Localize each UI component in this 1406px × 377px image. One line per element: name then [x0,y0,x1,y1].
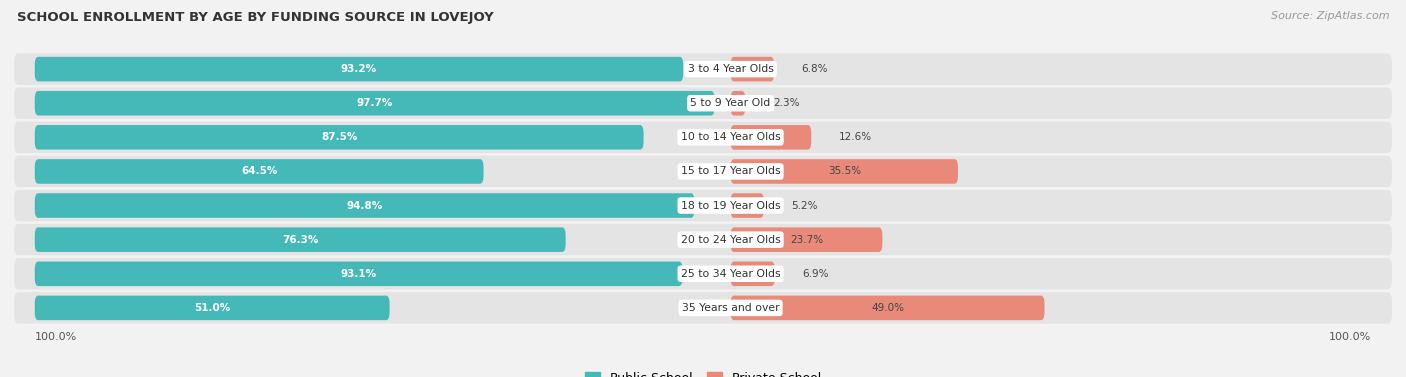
Text: 35.5%: 35.5% [828,166,860,176]
FancyBboxPatch shape [35,91,714,115]
FancyBboxPatch shape [14,122,1392,153]
FancyBboxPatch shape [731,91,745,115]
Text: 93.2%: 93.2% [340,64,377,74]
Text: 51.0%: 51.0% [194,303,231,313]
Text: Source: ZipAtlas.com: Source: ZipAtlas.com [1271,11,1389,21]
Text: 6.9%: 6.9% [803,269,828,279]
Text: 18 to 19 Year Olds: 18 to 19 Year Olds [681,201,780,211]
Text: 25 to 34 Year Olds: 25 to 34 Year Olds [681,269,780,279]
FancyBboxPatch shape [14,292,1392,323]
Text: 5.2%: 5.2% [792,201,818,211]
FancyBboxPatch shape [35,159,484,184]
FancyBboxPatch shape [731,296,1045,320]
FancyBboxPatch shape [14,224,1392,255]
Text: 87.5%: 87.5% [321,132,357,143]
Text: 94.8%: 94.8% [346,201,382,211]
FancyBboxPatch shape [35,296,389,320]
Text: 15 to 17 Year Olds: 15 to 17 Year Olds [681,166,780,176]
Text: 97.7%: 97.7% [357,98,392,108]
FancyBboxPatch shape [731,227,883,252]
Text: 23.7%: 23.7% [790,234,823,245]
Text: 5 to 9 Year Old: 5 to 9 Year Old [690,98,770,108]
Text: 6.8%: 6.8% [801,64,828,74]
FancyBboxPatch shape [731,57,775,81]
FancyBboxPatch shape [35,262,682,286]
FancyBboxPatch shape [731,193,763,218]
Text: 64.5%: 64.5% [240,166,277,176]
Text: 49.0%: 49.0% [872,303,904,313]
FancyBboxPatch shape [14,87,1392,119]
FancyBboxPatch shape [35,57,683,81]
Text: 10 to 14 Year Olds: 10 to 14 Year Olds [681,132,780,143]
Text: 100.0%: 100.0% [1329,332,1371,342]
Legend: Public School, Private School: Public School, Private School [581,368,825,377]
FancyBboxPatch shape [731,125,811,150]
FancyBboxPatch shape [14,54,1392,85]
Text: 20 to 24 Year Olds: 20 to 24 Year Olds [681,234,780,245]
FancyBboxPatch shape [14,156,1392,187]
FancyBboxPatch shape [35,193,695,218]
Text: 100.0%: 100.0% [35,332,77,342]
Text: 93.1%: 93.1% [340,269,377,279]
FancyBboxPatch shape [731,159,957,184]
Text: 76.3%: 76.3% [283,234,318,245]
FancyBboxPatch shape [14,258,1392,290]
FancyBboxPatch shape [731,262,775,286]
Text: 35 Years and over: 35 Years and over [682,303,779,313]
Text: 3 to 4 Year Olds: 3 to 4 Year Olds [688,64,773,74]
FancyBboxPatch shape [14,190,1392,221]
Text: 12.6%: 12.6% [839,132,872,143]
FancyBboxPatch shape [35,227,565,252]
Text: SCHOOL ENROLLMENT BY AGE BY FUNDING SOURCE IN LOVEJOY: SCHOOL ENROLLMENT BY AGE BY FUNDING SOUR… [17,11,494,24]
Text: 2.3%: 2.3% [773,98,800,108]
FancyBboxPatch shape [35,125,644,150]
